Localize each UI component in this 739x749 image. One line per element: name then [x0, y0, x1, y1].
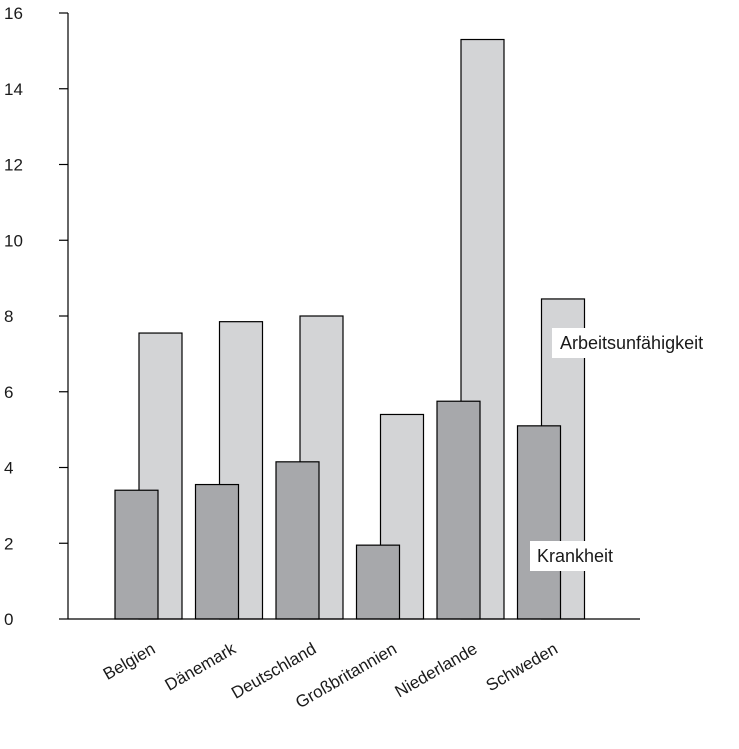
y-tick-label: 16: [4, 4, 23, 23]
y-tick-label: 8: [4, 307, 13, 326]
bar-krankheit: [516, 425, 562, 620]
bar-krankheit: [114, 489, 159, 620]
y-tick-label: 4: [4, 459, 13, 478]
y-tick-label: 2: [4, 534, 13, 553]
bar-krankheit: [275, 461, 320, 620]
bar-krankheit: [194, 483, 240, 620]
annotation-bg-arbeitsunfaehigkeit: [552, 328, 738, 358]
x-tick-label: Niederlande: [392, 639, 481, 701]
bar-krankheit: [436, 400, 481, 620]
y-tick-label: 0: [4, 610, 13, 629]
annotation-bg-krankheit: [530, 541, 626, 571]
annotation-layer: Arbeitsunfähigkeit Krankheit: [530, 328, 738, 571]
x-tick-label: Schweden: [483, 639, 561, 695]
y-tick-label: 6: [4, 383, 13, 402]
y-tick-label: 14: [4, 80, 23, 99]
bar-krankheit: [355, 544, 401, 620]
y-tick-label: 12: [4, 156, 23, 175]
annotation-arbeitsunfaehigkeit: Arbeitsunfähigkeit: [560, 333, 703, 353]
annotation-krankheit: Krankheit: [537, 546, 613, 566]
bars-layer: [114, 38, 586, 620]
x-tick-label: Belgien: [100, 639, 159, 684]
y-tick-label: 10: [4, 231, 23, 250]
